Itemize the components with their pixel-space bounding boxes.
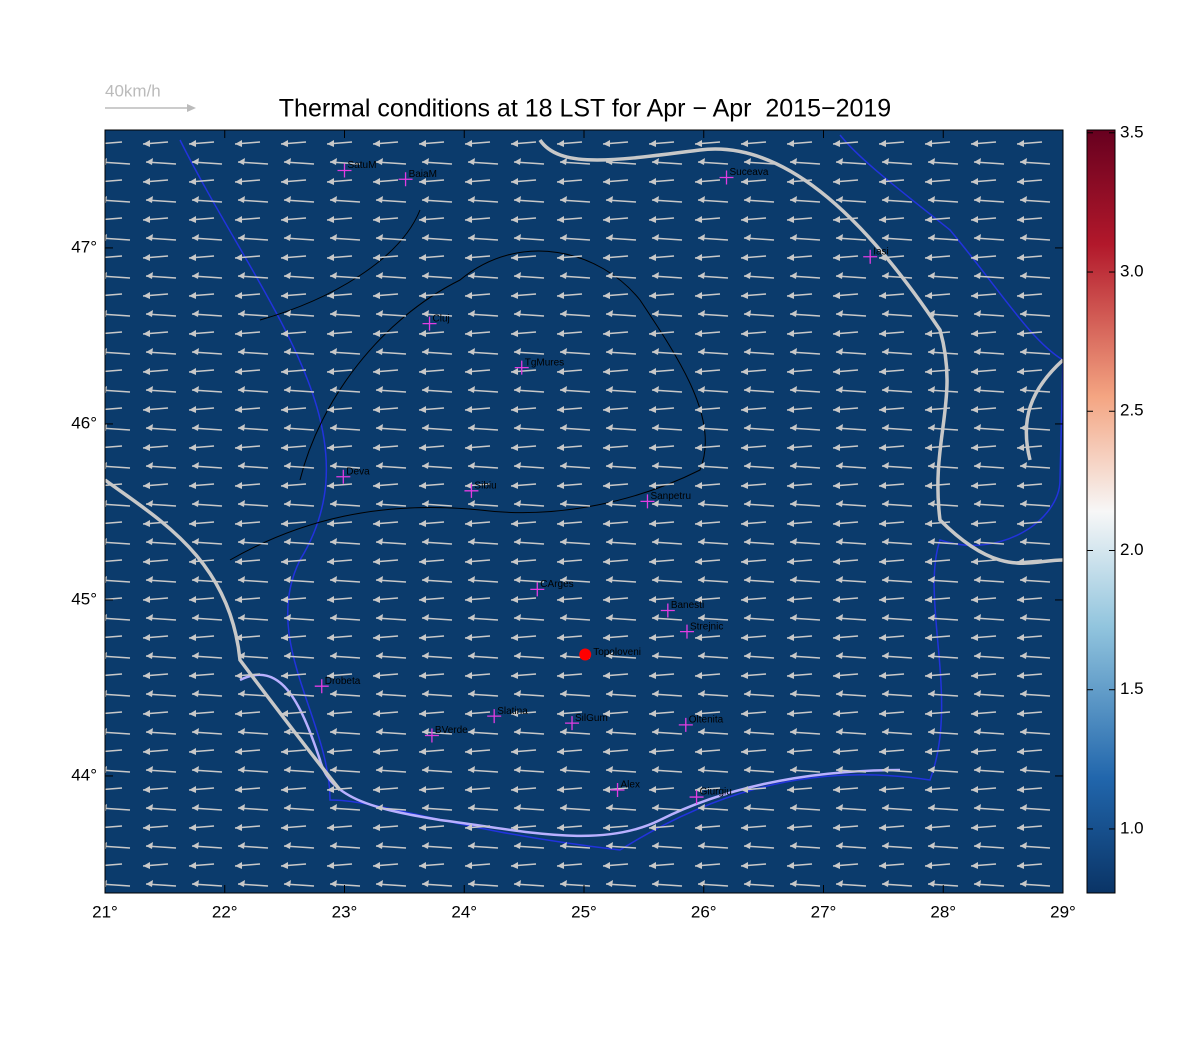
station-label: Giurgiu (700, 787, 732, 798)
station-label: CArges (540, 579, 573, 590)
station-marker (863, 249, 878, 264)
station-marker (678, 717, 693, 732)
station-label: Cluj (433, 313, 450, 324)
colorbar-label: 1.5 (1120, 679, 1144, 698)
station-marker (530, 582, 545, 597)
station-marker (640, 494, 655, 509)
colorbar-label: 2.5 (1120, 401, 1144, 420)
station-marker (424, 728, 439, 743)
station-marker (422, 316, 437, 331)
colorbar-label: 1.0 (1120, 818, 1144, 837)
x-tick-label: 22° (212, 902, 238, 921)
colorbar-label: 3.0 (1120, 262, 1144, 281)
station-marker (336, 469, 351, 484)
station-marker (398, 172, 413, 187)
station-marker (337, 163, 352, 178)
station-marker (610, 783, 625, 798)
station-marker (464, 483, 479, 498)
vector-key-label: 40km/h (105, 81, 161, 100)
x-tick-label: 25° (571, 902, 597, 921)
title: Thermal conditions at 18 LST for Apr − A… (279, 95, 891, 123)
station-label: Slatina (497, 706, 528, 717)
x-tick-label: 29° (1050, 902, 1076, 921)
x-tick-label: 24° (451, 902, 477, 921)
station-marker (514, 360, 529, 375)
station-marker (719, 170, 734, 185)
station-label: SilGum (575, 713, 608, 724)
station-marker (660, 603, 675, 618)
station-label: Sanpetru (650, 491, 691, 502)
station-label: Banesti (671, 600, 704, 611)
x-tick-label: 26° (691, 902, 717, 921)
x-tick-label: 21° (92, 902, 118, 921)
station-label: SatuM (348, 160, 377, 171)
station-label: BVerde (435, 725, 468, 736)
y-tick-label: 45° (71, 589, 97, 608)
station-marker (679, 624, 694, 639)
site-marker (579, 648, 592, 661)
vector-key-head (187, 104, 196, 112)
map-layers (105, 130, 1063, 893)
station-label: Sibiu (474, 480, 496, 491)
station-label: Oltenita (689, 715, 724, 726)
x-tick-label: 28° (930, 902, 956, 921)
station-label: Strejnic (690, 621, 723, 632)
station-marker (689, 790, 704, 805)
station-label: Deva (346, 466, 370, 477)
station-label: Suceava (730, 167, 769, 178)
station-label: Iasi (873, 246, 889, 257)
station-marker (487, 709, 502, 724)
station-marker (314, 679, 329, 694)
colorbar-label: 2.0 (1120, 540, 1144, 559)
x-tick-label: 27° (811, 902, 837, 921)
station-label: TgMures (525, 357, 564, 368)
y-tick-label: 47° (71, 237, 97, 256)
wind-arrows (105, 130, 1063, 893)
colorbar-label: 3.5 (1120, 122, 1144, 141)
site-label: Topoloveni (593, 647, 641, 658)
station-label: BaiaM (409, 169, 437, 180)
x-tick-label: 23° (332, 902, 358, 921)
y-tick-label: 44° (71, 765, 97, 784)
colorbar (1086, 129, 1116, 894)
station-marker (565, 716, 580, 731)
station-label: Alex (621, 780, 640, 791)
y-tick-label: 46° (71, 413, 97, 432)
station-label: Drobeta (325, 676, 361, 687)
